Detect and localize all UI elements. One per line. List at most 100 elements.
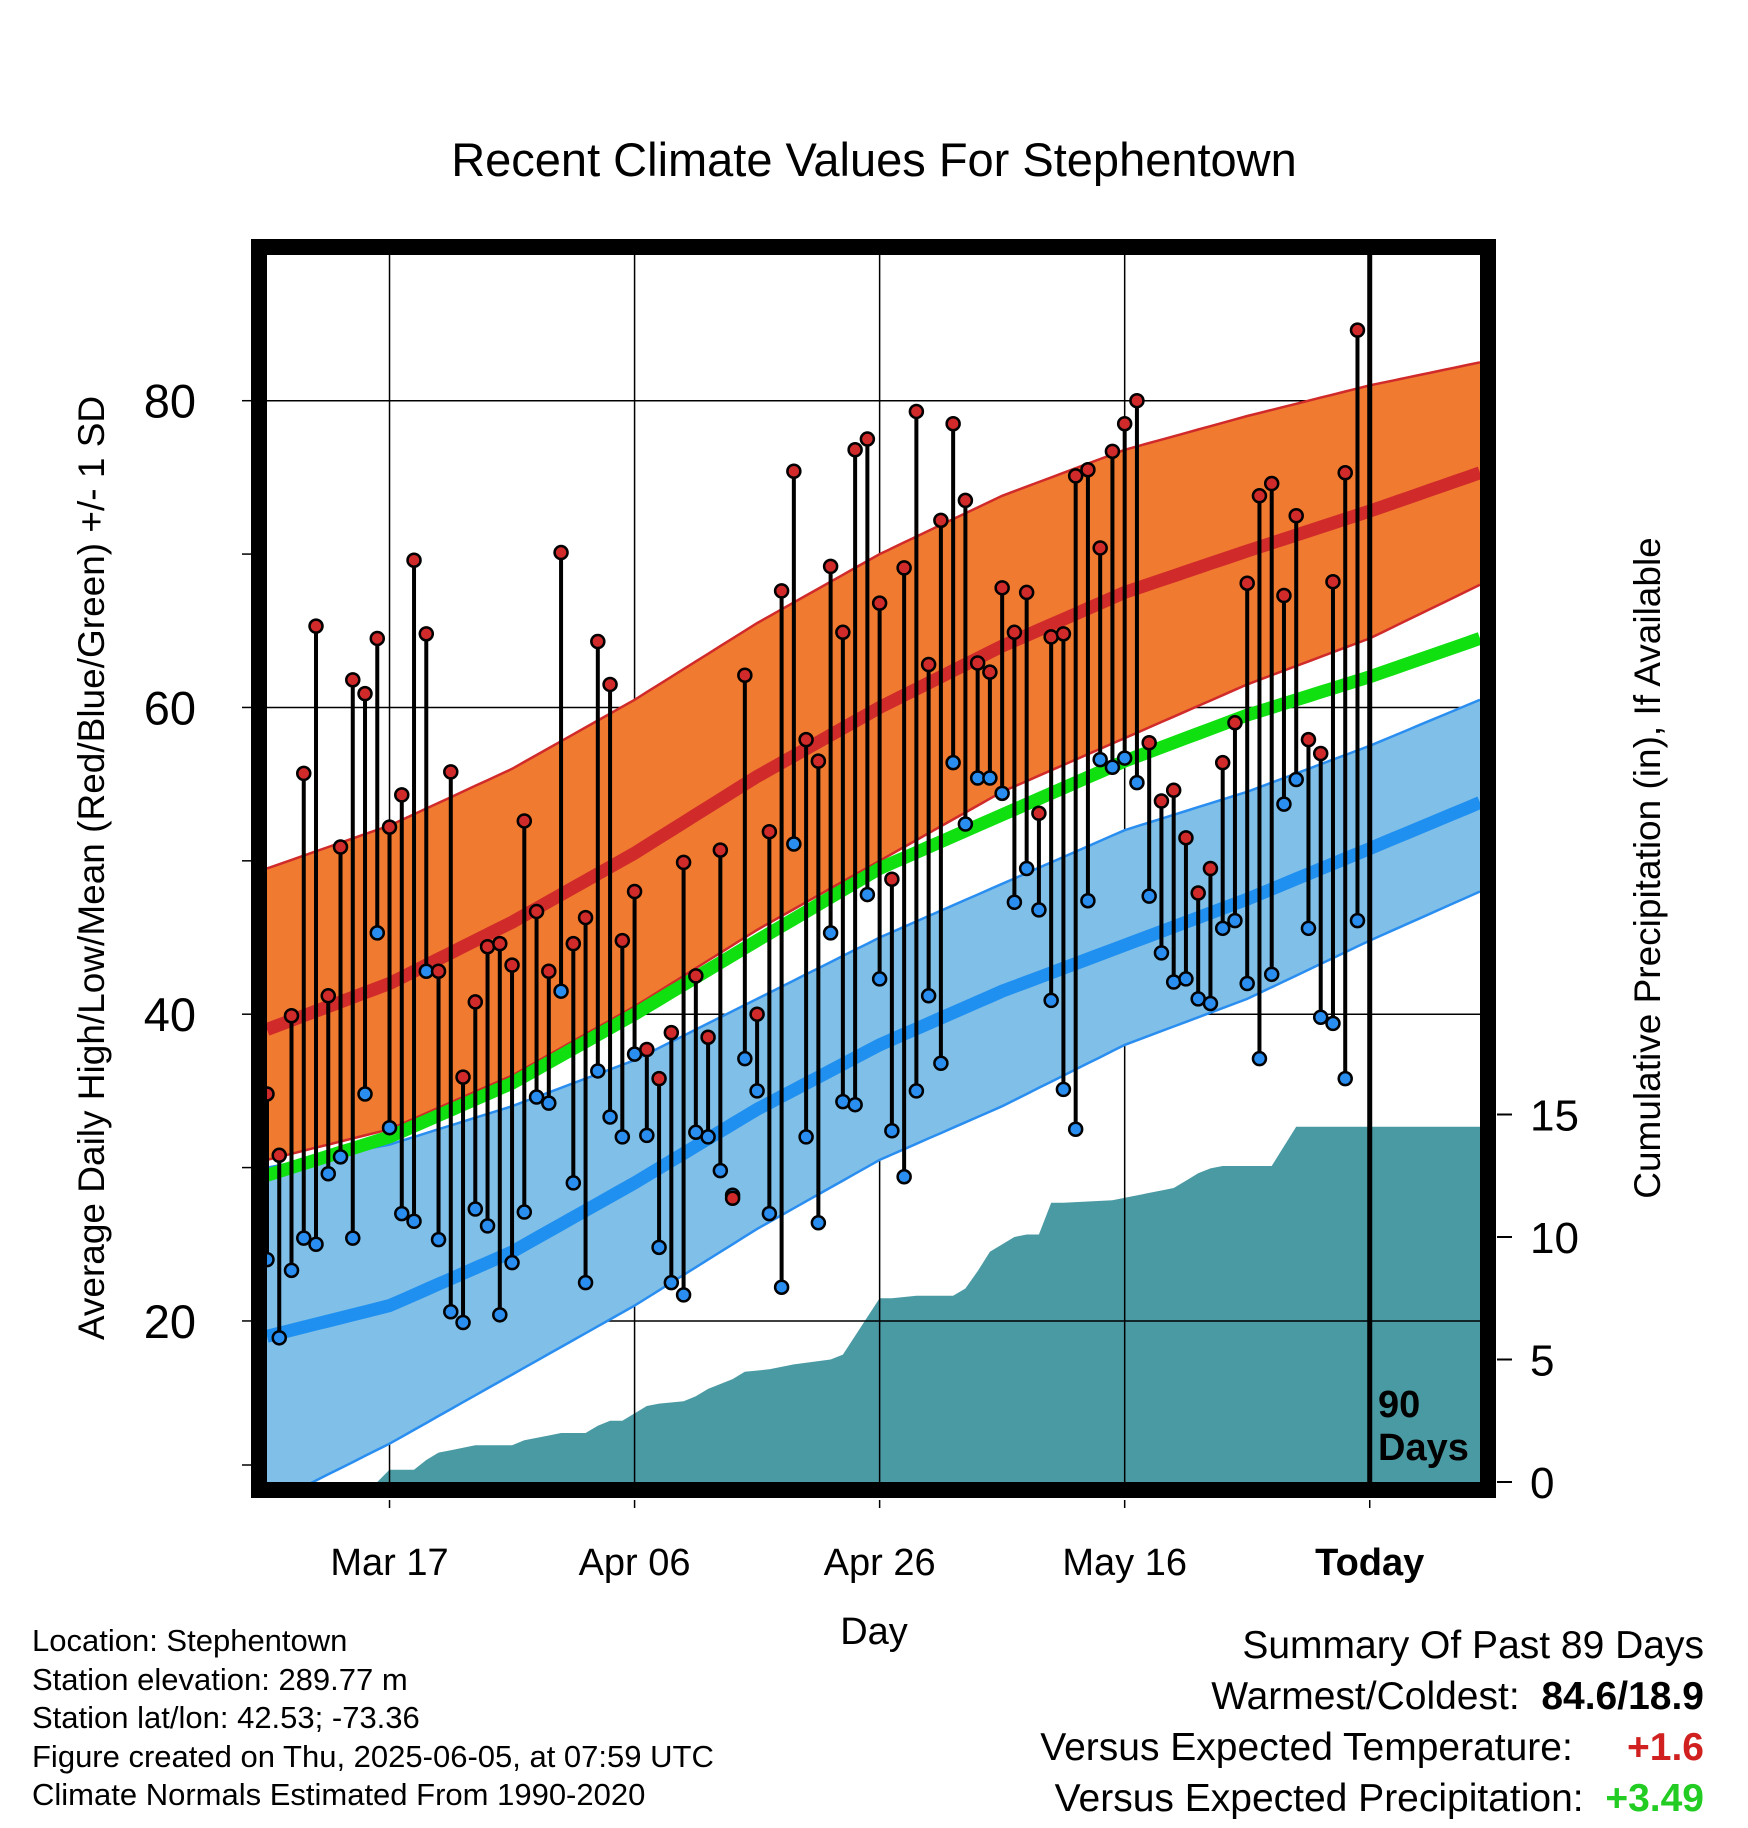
daily-high-point — [639, 1041, 655, 1058]
daily-high-point — [724, 1190, 741, 1207]
daily-low-point — [1165, 974, 1182, 990]
daily-low-point — [345, 1230, 361, 1246]
high-sd-band — [267, 362, 1480, 1160]
daily-high-point — [626, 883, 643, 900]
plot-area — [267, 255, 1480, 1482]
daily-low-point — [577, 1274, 594, 1291]
daily-low-point — [565, 1175, 582, 1191]
x-tick-label: Today — [1315, 1542, 1424, 1584]
daily-high-point — [663, 1024, 680, 1041]
daily-low-point — [455, 1314, 471, 1331]
daily-high-point — [1325, 573, 1341, 590]
daily-low-point — [381, 1119, 398, 1136]
daily-low-point — [602, 1109, 618, 1125]
daily-low-point — [835, 1093, 851, 1110]
daily-high-point — [994, 580, 1010, 596]
daily-high-point — [1276, 587, 1292, 604]
daily-low-point — [443, 1304, 459, 1320]
daily-low-point — [1104, 759, 1121, 776]
daily-low-point — [406, 1213, 422, 1230]
low-lower-edge — [310, 890, 1480, 1482]
daily-high-point — [492, 935, 508, 952]
daily-high-point — [1165, 782, 1182, 799]
x-tick-label: May 16 — [1062, 1542, 1187, 1584]
daily-low-point — [663, 1274, 680, 1291]
daily-low-point — [1300, 920, 1317, 937]
daily-high-point — [1055, 626, 1072, 642]
daily-high-point — [1251, 488, 1268, 504]
daily-high-point — [1116, 415, 1133, 432]
daily-low-point — [957, 816, 974, 832]
precip-versus-label: Versus Expected Precipitation: — [1054, 1777, 1584, 1820]
daily-low-point — [1006, 894, 1023, 910]
plot-frame — [251, 239, 1496, 1498]
daily-high-point — [982, 664, 998, 680]
daily-high-point — [1080, 461, 1096, 478]
daily-low-point — [296, 1230, 312, 1246]
daily-high-point — [1006, 624, 1023, 641]
temp-versus-label: Versus Expected Temperature: — [1040, 1726, 1573, 1769]
chart-title: Recent Climate Values For Stephentown — [451, 133, 1297, 186]
daily-low-point — [871, 971, 888, 987]
daily-high-point — [614, 932, 631, 949]
daily-high-point — [1129, 392, 1145, 409]
daily-low-point — [1018, 860, 1035, 877]
daily-low-point — [773, 1279, 790, 1295]
daily-high-point — [675, 854, 692, 871]
axes: 80 60 40 20 15 10 5 0 Mar 17 Apr 06 Apr 26 May 16 To… — [144, 375, 1579, 1584]
daily-high-point — [308, 618, 324, 634]
daily-high-point — [1141, 734, 1157, 751]
daily-low-point — [786, 836, 802, 852]
summary-precip-row: Versus Expected Precipitation: +3.49 — [1040, 1773, 1704, 1824]
daily-high-point — [933, 512, 949, 529]
daily-high-point — [773, 583, 790, 599]
daily-high-point — [1092, 540, 1108, 556]
daily-low-point — [1178, 971, 1194, 987]
daily-high-point — [1312, 745, 1329, 762]
daily-low-point — [859, 886, 876, 903]
daily-low-point — [639, 1127, 655, 1144]
y-tick-label: 80 — [144, 375, 196, 428]
daily-high-point — [467, 994, 484, 1010]
daily-high-point — [1288, 507, 1304, 524]
daily-low-point — [369, 925, 386, 941]
daily-low-point — [267, 1251, 275, 1268]
daily-low-point — [467, 1201, 484, 1217]
daily-low-point — [1080, 892, 1096, 909]
daily-high-point — [528, 903, 545, 920]
daily-low-point — [737, 1050, 753, 1067]
warmest-coldest-label: Warmest/Coldest: — [1211, 1675, 1520, 1718]
y2-tick-label: 5 — [1530, 1337, 1554, 1386]
y2-tick-label: 10 — [1530, 1214, 1579, 1263]
daily-low-point — [1251, 1050, 1268, 1067]
daily-high-point — [871, 595, 888, 611]
latlon-text: Station lat/lon: 42.53; -73.36 — [32, 1700, 420, 1735]
daily-low-point — [847, 1096, 863, 1113]
daily-high-point — [1300, 731, 1317, 748]
daily-high-point — [786, 463, 802, 480]
y-axis-label: Average Daily High/Low/Mean (Red/Blue/Gr… — [71, 396, 112, 1340]
daily-low-point — [332, 1149, 349, 1165]
daily-low-point — [896, 1169, 912, 1185]
normal-bands — [267, 361, 1480, 1482]
daily-high-point — [541, 963, 557, 980]
daily-low-point — [1288, 771, 1304, 788]
daily-low-point — [308, 1236, 324, 1253]
y-tick-label: 60 — [144, 681, 196, 734]
daily-low-point — [822, 925, 839, 941]
daily-high-point — [847, 442, 863, 458]
daily-high-point — [810, 753, 827, 769]
y2-axis-label: Cumulative Precipitation (in), If Availa… — [1627, 537, 1668, 1199]
today-days-label-line1: 90 — [1378, 1384, 1420, 1426]
daily-high-point — [516, 813, 533, 829]
low-normal-line — [267, 796, 1480, 1343]
daily-high-point — [1227, 715, 1243, 731]
daily-high-point — [859, 431, 876, 447]
daily-high-point — [1043, 629, 1059, 645]
created-text: Figure created on Thu, 2025-06-05, at 07… — [32, 1738, 714, 1774]
daily-high-point — [700, 1029, 716, 1045]
daily-low-point — [320, 1165, 337, 1182]
daily-low-point — [920, 988, 937, 1004]
daily-high-point — [822, 558, 839, 575]
daily-low-point — [528, 1089, 545, 1105]
